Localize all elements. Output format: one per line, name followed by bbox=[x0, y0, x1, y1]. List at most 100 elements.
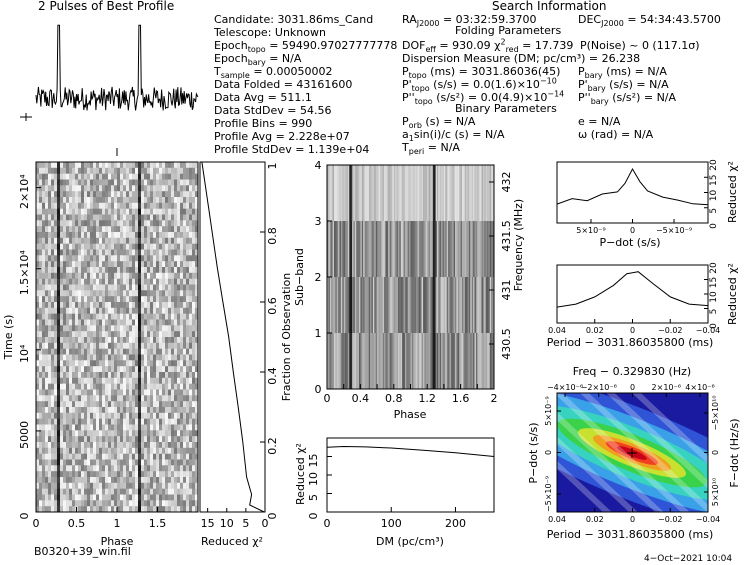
heatmap-cell bbox=[60, 290, 64, 297]
heatmap-cell bbox=[57, 459, 61, 466]
heatmap-cell bbox=[138, 202, 142, 209]
heatmap-cell bbox=[60, 342, 64, 349]
heatmap-cell bbox=[424, 165, 427, 222]
heatmap-cell bbox=[174, 319, 178, 326]
heatmap-cell bbox=[54, 202, 58, 209]
heatmap-cell bbox=[434, 277, 436, 334]
heatmap-cell bbox=[126, 360, 130, 367]
heatmap-cell bbox=[144, 482, 148, 489]
heatmap-cell bbox=[84, 296, 88, 303]
heatmap-cell bbox=[156, 237, 160, 244]
heatmap-cell bbox=[357, 165, 360, 222]
heatmap-cell bbox=[72, 447, 76, 454]
heatmap-cell bbox=[342, 277, 345, 334]
heatmap-cell bbox=[153, 226, 157, 233]
time-chi-line bbox=[201, 161, 265, 513]
heatmap-cell bbox=[87, 471, 91, 478]
heatmap-cell bbox=[192, 482, 196, 489]
heatmap-cell bbox=[180, 325, 184, 332]
heatmap-cell bbox=[177, 197, 181, 204]
heatmap-cell bbox=[72, 261, 76, 268]
heatmap-cell bbox=[138, 307, 142, 314]
heatmap-cell bbox=[60, 465, 64, 472]
heatmap-cell bbox=[87, 249, 91, 256]
heatmap-cell bbox=[96, 167, 100, 174]
heatmap-cell bbox=[96, 383, 100, 390]
heatmap-cell bbox=[45, 313, 49, 320]
heatmap-cell bbox=[102, 191, 106, 198]
heatmap-cell bbox=[183, 442, 187, 449]
heatmap-cell bbox=[186, 389, 190, 396]
heatmap-cell bbox=[63, 453, 67, 460]
heatmap-cell bbox=[171, 436, 175, 443]
heatmap-cell bbox=[72, 372, 76, 379]
heatmap-cell bbox=[54, 319, 58, 326]
heatmap-cell bbox=[177, 179, 181, 186]
heatmap-cell bbox=[328, 333, 331, 390]
heatmap-cell bbox=[153, 337, 157, 344]
heatmap-cell bbox=[54, 313, 58, 320]
heatmap-cell bbox=[338, 221, 340, 278]
dm-text: Dispersion Measure (DM; pc/cm³) = 26.238 bbox=[402, 52, 641, 65]
heatmap-cell bbox=[57, 395, 61, 402]
heatmap-cell bbox=[183, 173, 187, 180]
heatmap-cell bbox=[75, 488, 79, 495]
heatmap-cell bbox=[99, 477, 103, 484]
heatmap-cell bbox=[466, 221, 468, 278]
heatmap-cell bbox=[84, 395, 88, 402]
heatmap-cell bbox=[93, 447, 97, 454]
heatmap-cell bbox=[141, 477, 145, 484]
heatmap-cell bbox=[78, 488, 82, 495]
heatmap-cell bbox=[90, 395, 94, 402]
heatmap-cell bbox=[51, 442, 55, 449]
heatmap-cell bbox=[93, 395, 97, 402]
heatmap-cell bbox=[84, 313, 88, 320]
heatmap-cell bbox=[90, 191, 94, 198]
heatmap-cell bbox=[153, 506, 157, 513]
heatmap-cell bbox=[66, 482, 70, 489]
heatmap-cell bbox=[105, 278, 109, 285]
heatmap-cell bbox=[192, 302, 196, 309]
heatmap-cell bbox=[168, 272, 172, 279]
heatmap-cell bbox=[99, 424, 103, 431]
heatmap-cell bbox=[102, 331, 106, 338]
heatmap-cell bbox=[171, 488, 175, 495]
heatmap-cell bbox=[51, 407, 55, 414]
heatmap-cell bbox=[138, 471, 142, 478]
heatmap-cell bbox=[57, 243, 61, 250]
heatmap-cell bbox=[87, 267, 91, 274]
heatmap-cell bbox=[81, 243, 85, 250]
heatmap-cell bbox=[409, 221, 411, 278]
heatmap-cell bbox=[126, 179, 130, 186]
heatmap-cell bbox=[123, 401, 127, 408]
heatmap-cell bbox=[168, 284, 172, 291]
heatmap-cell bbox=[159, 482, 163, 489]
heatmap-cell bbox=[123, 412, 127, 419]
heatmap-cell bbox=[138, 342, 142, 349]
heatmap-cell bbox=[105, 191, 109, 198]
heatmap-cell bbox=[48, 243, 52, 250]
heatmap-cell bbox=[350, 221, 353, 278]
heatmap-cell bbox=[138, 267, 142, 274]
heatmap-cell bbox=[51, 453, 55, 460]
heatmap-cell bbox=[93, 313, 97, 320]
heatmap-cell bbox=[357, 277, 360, 334]
heatmap-cell bbox=[135, 395, 139, 402]
heatmap-cell bbox=[48, 191, 52, 198]
heatmap-cell bbox=[159, 383, 163, 390]
heatmap-cell bbox=[171, 162, 175, 169]
heatmap-cell bbox=[45, 220, 49, 227]
heatmap-cell bbox=[363, 277, 365, 334]
heatmap-cell bbox=[93, 477, 97, 484]
heatmap-cell bbox=[153, 232, 157, 239]
heatmap-cell bbox=[69, 418, 73, 425]
heatmap-cell bbox=[102, 290, 106, 297]
heatmap-cell bbox=[60, 325, 64, 332]
heatmap-cell bbox=[189, 447, 193, 454]
heatmap-cell bbox=[90, 342, 94, 349]
heatmap-cell bbox=[102, 167, 106, 174]
heatmap-cell bbox=[123, 226, 127, 233]
heatmap-cell bbox=[117, 243, 121, 250]
heatmap-cell bbox=[162, 202, 166, 209]
heatmap-cell bbox=[120, 342, 124, 349]
